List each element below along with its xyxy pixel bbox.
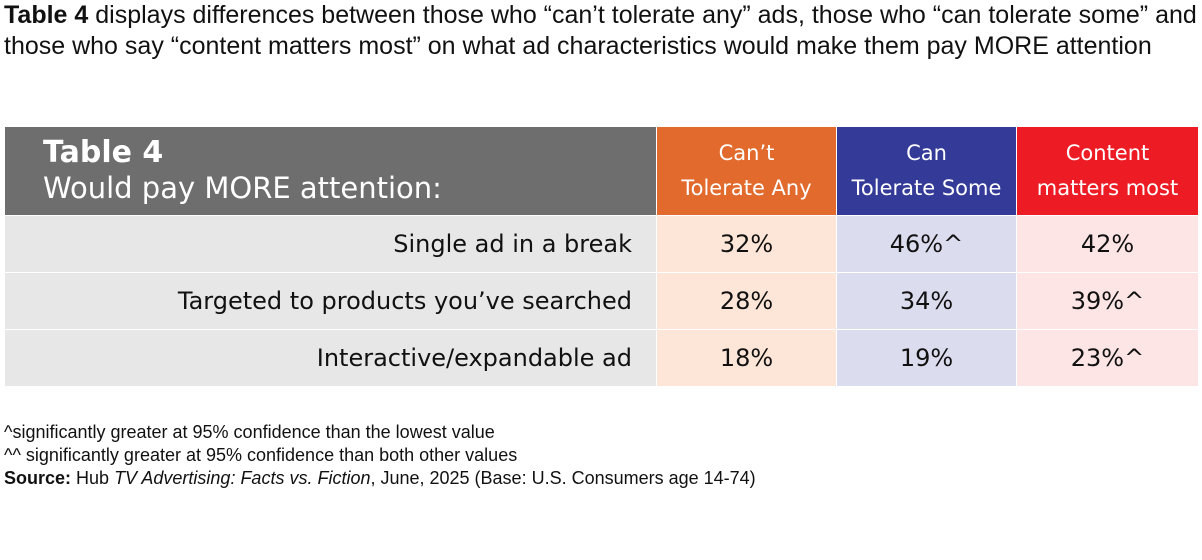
source-pre: Hub — [71, 468, 115, 488]
footnotes: ^significantly greater at 95% confidence… — [4, 421, 756, 490]
table-cell: 42% — [1016, 215, 1199, 273]
source-title: TV Advertising: Facts vs. Fiction — [114, 468, 371, 488]
table-row: Targeted to products you’ve searched 28%… — [4, 272, 1199, 330]
intro-lead: Table 4 — [4, 1, 89, 29]
table-cell: 19% — [836, 329, 1017, 387]
intro-text: displays differences between those who “… — [4, 1, 1197, 60]
footnote-both-values: ^^ significantly greater at 95% confiden… — [4, 445, 518, 465]
column-header-line1: Content — [1065, 141, 1150, 165]
row-label: Targeted to products you’ve searched — [4, 272, 657, 330]
column-header-content-matters-most: Content matters most — [1016, 126, 1199, 216]
table-row: Interactive/expandable ad 18% 19% 23%^ — [4, 329, 1199, 387]
column-header-can-tolerate-some: Can Tolerate Some — [836, 126, 1017, 216]
column-header-line2: matters most — [1036, 176, 1179, 200]
table-cell: 23%^ — [1016, 329, 1199, 387]
source-line: Source: Hub TV Advertising: Facts vs. Fi… — [4, 467, 756, 490]
table-cell: 34% — [836, 272, 1017, 330]
intro-paragraph: Table 4 displays differences between tho… — [4, 0, 1198, 62]
column-header-line1: Can — [906, 141, 947, 165]
table-subtitle: Would pay MORE attention: — [43, 171, 442, 205]
column-header-line2: Tolerate Any — [681, 176, 812, 200]
row-label: Single ad in a break — [4, 215, 657, 273]
table-row: Single ad in a break 32% 46%^ 42% — [4, 215, 1199, 273]
table-title-cell: Table 4 Would pay MORE attention: — [4, 126, 657, 216]
table-header-row: Table 4 Would pay MORE attention: Can’t … — [4, 126, 1199, 216]
attention-table-container: Table 4 Would pay MORE attention: Can’t … — [4, 126, 1199, 387]
table-cell: 28% — [656, 272, 837, 330]
column-header-line2: Tolerate Some — [851, 176, 1002, 200]
table-title: Table 4 — [43, 135, 164, 170]
column-header-line1: Can’t — [718, 141, 775, 165]
column-header-cant-tolerate-any: Can’t Tolerate Any — [656, 126, 837, 216]
table-cell: 32% — [656, 215, 837, 273]
table-cell: 39%^ — [1016, 272, 1199, 330]
source-label: Source: — [4, 468, 72, 488]
footnote-lowest-value: ^significantly greater at 95% confidence… — [4, 422, 495, 442]
attention-table: Table 4 Would pay MORE attention: Can’t … — [4, 126, 1199, 387]
source-post: , June, 2025 (Base: U.S. Consumers age 1… — [370, 468, 756, 488]
row-label: Interactive/expandable ad — [4, 329, 657, 387]
table-cell: 46%^ — [836, 215, 1017, 273]
table-cell: 18% — [656, 329, 837, 387]
